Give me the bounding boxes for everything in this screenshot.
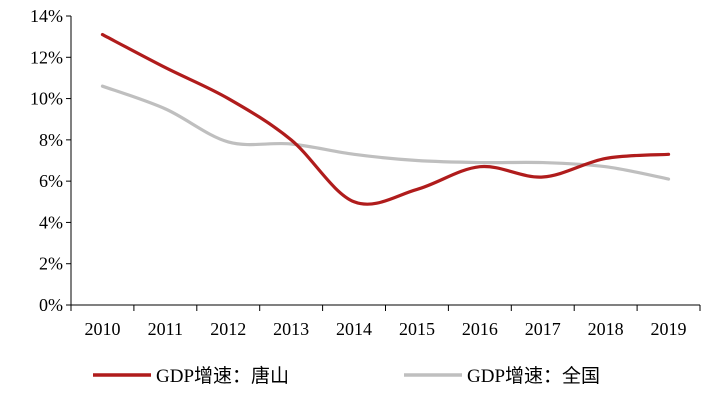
y-tick-label: 14% [30,6,63,26]
x-tick-label: 2011 [148,319,183,339]
x-tick-label: 2012 [210,319,246,339]
y-tick-label: 2% [39,254,63,274]
x-tick-label: 2015 [399,319,435,339]
y-tick-label: 8% [39,130,63,150]
chart-axes: 0% 2% 4% 6% 8% 10% 12% 14% 2010 2011 2012 2013 2014 2… [30,6,701,339]
series-line-national [100,84,671,181]
y-tick-label: 4% [39,212,63,232]
y-tick-label: 12% [30,47,63,67]
x-tick-label: 2010 [84,319,120,339]
legend-label-tangshan: GDP增速：唐山 [156,365,289,387]
x-tick-label: 2017 [525,319,561,339]
x-tick-label: 2019 [651,319,687,339]
x-tick-label: 2014 [336,319,372,339]
y-tick-label: 10% [30,89,63,109]
y-tick-label: 6% [39,171,63,191]
x-tick-label: 2018 [588,319,624,339]
x-tick-label: 2013 [273,319,309,339]
y-tick-label: 0% [39,295,63,315]
legend-label-national: GDP增速：全国 [467,365,600,387]
chart-legend: GDP增速：唐山 GDP增速：全国 [93,365,600,387]
series-line-tangshan [100,32,671,206]
x-tick-label: 2016 [462,319,498,339]
series-layer [100,32,671,206]
